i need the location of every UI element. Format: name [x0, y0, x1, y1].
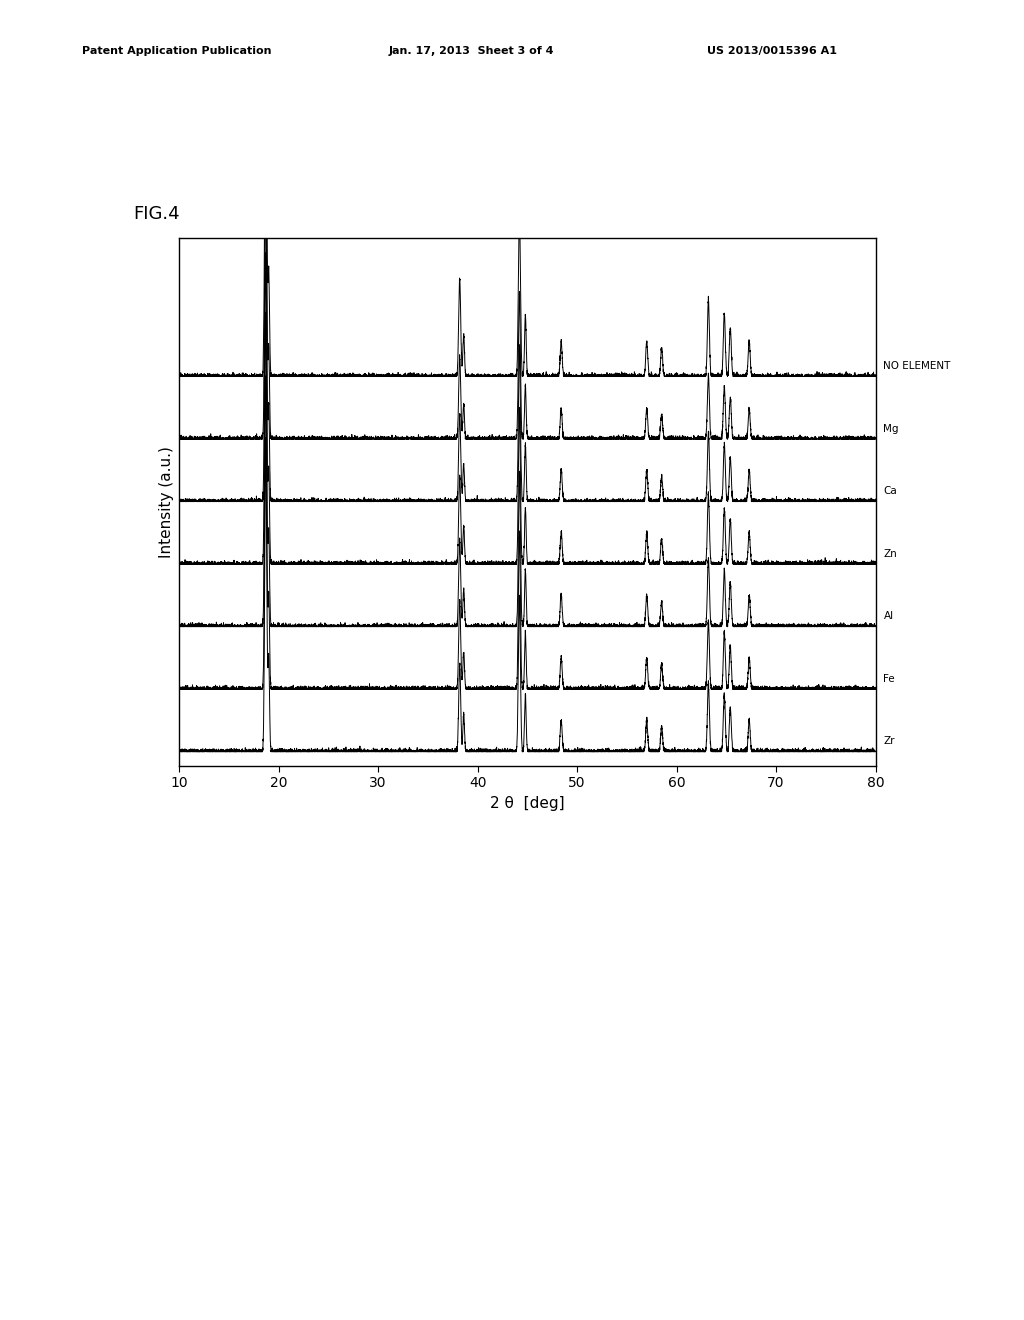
- Text: US 2013/0015396 A1: US 2013/0015396 A1: [707, 46, 837, 57]
- Text: Zn: Zn: [884, 549, 897, 558]
- Text: Zr: Zr: [884, 737, 895, 747]
- Text: Jan. 17, 2013  Sheet 3 of 4: Jan. 17, 2013 Sheet 3 of 4: [389, 46, 555, 57]
- Text: Mg: Mg: [884, 424, 899, 434]
- Text: FIG.4: FIG.4: [133, 205, 180, 223]
- Text: Al: Al: [884, 611, 894, 622]
- X-axis label: 2 θ  [deg]: 2 θ [deg]: [490, 796, 564, 810]
- Text: Fe: Fe: [884, 675, 895, 684]
- Text: Patent Application Publication: Patent Application Publication: [82, 46, 271, 57]
- Y-axis label: Intensity (a.u.): Intensity (a.u.): [159, 446, 174, 557]
- Text: NO ELEMENT: NO ELEMENT: [884, 362, 951, 371]
- Text: Ca: Ca: [884, 486, 897, 496]
